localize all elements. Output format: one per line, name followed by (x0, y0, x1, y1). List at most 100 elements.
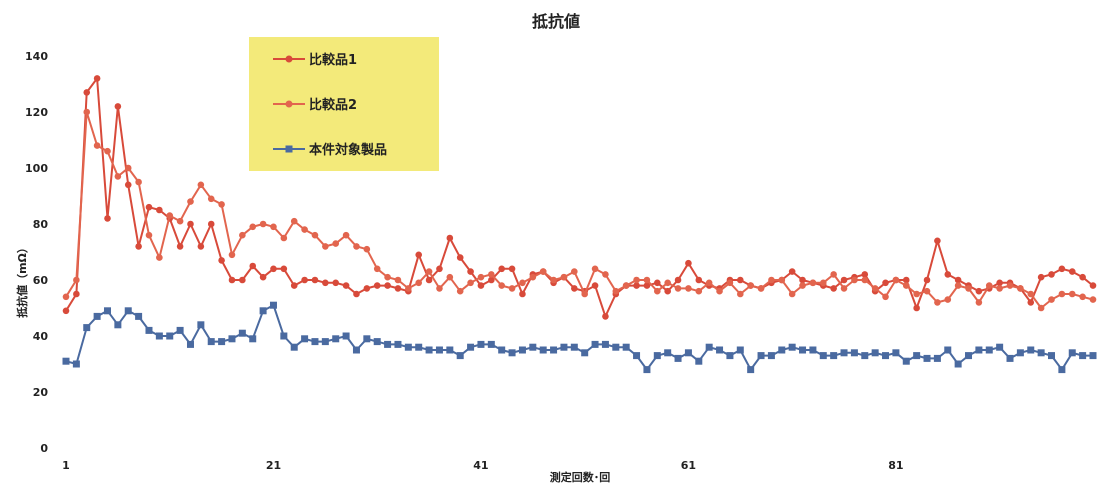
data-point (934, 237, 941, 245)
data-point (570, 343, 578, 351)
legend-label: 比較品1 (309, 52, 357, 68)
data-point (228, 335, 236, 343)
data-point (985, 346, 993, 354)
data-point (135, 243, 142, 250)
data-point (321, 338, 329, 346)
data-point (550, 346, 558, 354)
data-point (249, 262, 257, 270)
data-point (685, 259, 692, 267)
data-point (934, 299, 941, 306)
data-point (902, 357, 910, 365)
data-point (1037, 273, 1045, 281)
data-point (695, 287, 703, 295)
data-point (415, 251, 423, 259)
data-point (104, 147, 111, 155)
legend-marker (285, 100, 293, 108)
data-point (1027, 346, 1035, 354)
data-point (861, 276, 869, 284)
legend-label: 比較品2 (309, 97, 357, 113)
data-point (653, 352, 661, 360)
data-point (373, 282, 381, 289)
data-point (830, 352, 838, 360)
data-point (363, 245, 371, 253)
data-point (73, 276, 80, 284)
data-point (685, 285, 692, 292)
data-point (114, 173, 122, 180)
data-point (923, 276, 931, 284)
data-point (913, 352, 921, 360)
legend-item: 比較品1 (273, 52, 357, 68)
data-point (259, 273, 267, 281)
data-point (643, 366, 651, 374)
data-point (819, 279, 827, 287)
data-point (1037, 304, 1045, 312)
data-point (975, 287, 983, 295)
data-point (602, 271, 609, 278)
data-point (622, 282, 630, 289)
data-point (363, 335, 371, 343)
data-point (83, 89, 91, 96)
data-point (726, 352, 734, 360)
data-point (871, 285, 879, 292)
data-point (342, 332, 350, 340)
data-point (664, 349, 672, 357)
data-point (550, 276, 557, 284)
data-point (228, 251, 236, 259)
data-point (363, 285, 371, 292)
data-point (311, 231, 319, 239)
data-point (757, 285, 765, 292)
data-point (103, 307, 111, 315)
legend-item: 比較品2 (273, 97, 357, 113)
data-point (436, 285, 443, 292)
data-point (985, 282, 993, 289)
data-point (477, 273, 485, 281)
data-point (373, 338, 381, 346)
data-point (767, 352, 775, 360)
data-point (352, 346, 360, 354)
data-point (415, 279, 423, 287)
data-point (830, 285, 837, 292)
data-point (975, 299, 983, 306)
data-point (322, 243, 329, 250)
data-point (239, 276, 246, 284)
data-point (187, 198, 194, 205)
data-point (488, 276, 495, 284)
data-point (1058, 265, 1066, 273)
legend-label: 本件対象製品 (309, 142, 387, 158)
data-point (892, 276, 900, 284)
data-point (695, 357, 703, 365)
data-point (394, 285, 402, 292)
data-point (342, 282, 350, 289)
data-point (892, 349, 900, 357)
data-point (477, 340, 485, 348)
data-point (124, 164, 132, 172)
data-point (747, 282, 754, 289)
data-point (809, 346, 817, 354)
data-point (840, 276, 848, 284)
data-point (498, 265, 505, 273)
data-point (778, 346, 786, 354)
x-tick-label: 21 (266, 459, 281, 472)
x-tick-label: 81 (888, 459, 903, 472)
data-point (871, 349, 879, 357)
data-point (353, 290, 360, 298)
data-point (405, 285, 412, 292)
data-point (415, 343, 423, 351)
data-point (902, 276, 910, 284)
data-point (145, 231, 153, 239)
data-point (736, 276, 744, 284)
data-point (384, 282, 391, 289)
data-point (124, 307, 132, 315)
data-point (83, 108, 91, 116)
data-point (571, 285, 578, 292)
data-point (176, 243, 184, 250)
data-point (705, 343, 713, 351)
data-point (519, 279, 526, 287)
data-point (311, 338, 319, 346)
data-point (508, 265, 516, 273)
data-point (145, 326, 153, 334)
series-2 (62, 108, 1097, 312)
data-point (135, 178, 142, 186)
data-point (1006, 354, 1014, 362)
y-axis-ticks: 0 20 40 60 80 100 120 140 (25, 50, 48, 455)
